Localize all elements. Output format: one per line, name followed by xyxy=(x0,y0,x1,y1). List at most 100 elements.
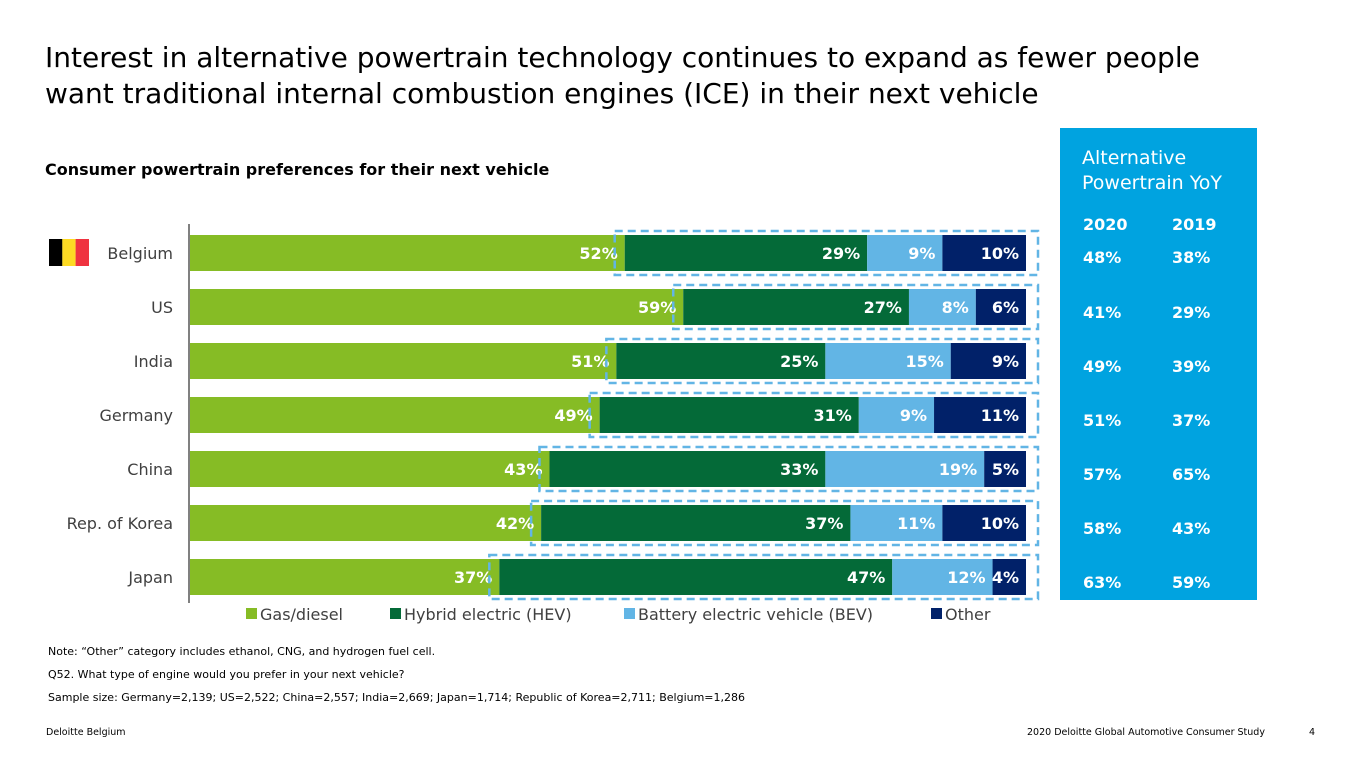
chart-title: Consumer powertrain preferences for thei… xyxy=(45,160,550,179)
yoy-value-2020: 58% xyxy=(1083,519,1122,538)
bar-segment xyxy=(190,505,542,541)
bar-segment xyxy=(942,505,1026,541)
bar-value-label: 27% xyxy=(864,298,902,317)
bar-segment xyxy=(190,343,617,379)
yoy-value-2020: 41% xyxy=(1083,303,1122,322)
note-sample-size: Sample size: Germany=2,139; US=2,522; Ch… xyxy=(48,691,746,704)
legend-swatch xyxy=(624,608,635,619)
bar-segment xyxy=(908,289,976,325)
bar-value-label: 15% xyxy=(905,352,943,371)
alternative-powertrain-outline xyxy=(671,283,1040,331)
bar-value-label: 9% xyxy=(992,352,1019,371)
bar-segment xyxy=(190,235,625,271)
bar-segment xyxy=(892,559,993,595)
alternative-powertrain-outline xyxy=(529,499,1040,547)
alternative-powertrain-outline xyxy=(488,553,1040,601)
bar-value-label: 31% xyxy=(814,406,852,425)
bar-segment xyxy=(190,397,600,433)
note-other: Note: “Other” category includes ethanol,… xyxy=(48,645,436,658)
yoy-value-2019: 29% xyxy=(1172,303,1211,322)
bar-value-label: 9% xyxy=(900,406,927,425)
bar-segment xyxy=(950,343,1026,379)
bar-segment xyxy=(190,559,500,595)
bar-segment xyxy=(541,505,851,541)
bar-segment xyxy=(825,451,985,487)
bar-segment xyxy=(190,289,684,325)
yoy-value-2019: 43% xyxy=(1172,519,1211,538)
yoy-value-2020: 57% xyxy=(1083,465,1122,484)
bar-value-label: 33% xyxy=(780,460,818,479)
yoy-value-2019: 37% xyxy=(1172,411,1211,430)
legend-label: Hybrid electric (HEV) xyxy=(404,605,572,624)
yoy-value-2020: 48% xyxy=(1083,248,1122,267)
bar-segment xyxy=(858,397,935,433)
bar-segment xyxy=(975,289,1026,325)
bar-segment xyxy=(549,451,826,487)
bar-segment xyxy=(850,505,943,541)
bar-value-label: 49% xyxy=(554,406,592,425)
yoy-value-2019: 39% xyxy=(1172,357,1211,376)
yoy-header-2019: 2019 xyxy=(1172,215,1217,234)
bar-segment xyxy=(934,397,1026,433)
belgium-flag-icon xyxy=(49,239,63,266)
category-label: Germany xyxy=(99,406,173,425)
bar-value-label: 29% xyxy=(822,244,860,263)
bar-segment xyxy=(190,451,550,487)
bar-value-label: 10% xyxy=(981,514,1019,533)
alternative-powertrain-outline xyxy=(613,229,1040,277)
yoy-value-2019: 38% xyxy=(1172,248,1211,267)
yoy-value-2020: 49% xyxy=(1083,357,1122,376)
title-line-2: want traditional internal combustion eng… xyxy=(45,77,1039,110)
belgium-flag-icon xyxy=(75,239,89,266)
category-label: Rep. of Korea xyxy=(67,514,173,533)
bar-value-label: 47% xyxy=(847,568,885,587)
alternative-powertrain-outline xyxy=(538,445,1040,493)
bar-value-label: 37% xyxy=(454,568,492,587)
bar-value-label: 8% xyxy=(942,298,969,317)
bar-value-label: 52% xyxy=(579,244,617,263)
bar-value-label: 11% xyxy=(981,406,1019,425)
yoy-value-2020: 63% xyxy=(1083,573,1122,592)
bar-segment xyxy=(624,235,868,271)
bar-segment xyxy=(499,559,893,595)
bar-value-label: 5% xyxy=(992,460,1019,479)
bar-segment xyxy=(599,397,859,433)
category-label: US xyxy=(151,298,173,317)
bar-value-label: 59% xyxy=(638,298,676,317)
category-label: India xyxy=(134,352,173,371)
legend-label: Other xyxy=(945,605,991,624)
yoy-value-2019: 65% xyxy=(1172,465,1211,484)
note-question: Q52. What type of engine would you prefe… xyxy=(48,668,405,681)
bar-segment xyxy=(867,235,943,271)
bar-segment xyxy=(992,559,1026,595)
bar-segment xyxy=(616,343,826,379)
alternative-powertrain-outline xyxy=(588,391,1040,439)
notes: Note: “Other” category includes ethanol,… xyxy=(48,645,745,714)
bar-value-label: 4% xyxy=(992,568,1019,587)
bar-value-label: 37% xyxy=(805,514,843,533)
belgium-flag-icon xyxy=(62,239,76,266)
title-line-1: Interest in alternative powertrain techn… xyxy=(45,41,1200,74)
alternative-powertrain-outline xyxy=(605,337,1040,385)
legend-swatch xyxy=(390,608,401,619)
yoy-title: Alternative Powertrain YoY xyxy=(1082,146,1222,196)
bar-value-label: 6% xyxy=(992,298,1019,317)
bar-value-label: 10% xyxy=(981,244,1019,263)
footer-company: Deloitte Belgium xyxy=(46,727,126,738)
yoy-value-2020: 51% xyxy=(1083,411,1122,430)
bar-value-label: 25% xyxy=(780,352,818,371)
bar-value-label: 51% xyxy=(571,352,609,371)
bar-segment xyxy=(683,289,909,325)
yoy-value-2019: 59% xyxy=(1172,573,1211,592)
legend-label: Battery electric vehicle (BEV) xyxy=(638,605,873,624)
legend-swatch xyxy=(931,608,942,619)
bar-value-label: 42% xyxy=(496,514,534,533)
bar-segment xyxy=(984,451,1026,487)
page-title: Interest in alternative powertrain techn… xyxy=(45,40,1265,112)
bar-value-label: 12% xyxy=(947,568,985,587)
category-label: China xyxy=(127,460,173,479)
bar-value-label: 9% xyxy=(908,244,935,263)
footer-study: 2020 Deloitte Global Automotive Consumer… xyxy=(1027,727,1265,738)
legend-swatch xyxy=(246,608,257,619)
bar-value-label: 43% xyxy=(504,460,542,479)
